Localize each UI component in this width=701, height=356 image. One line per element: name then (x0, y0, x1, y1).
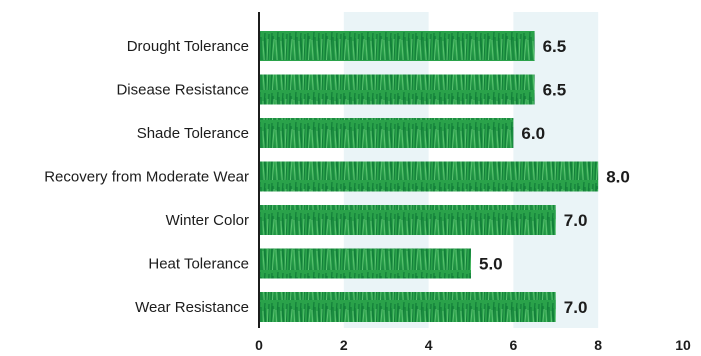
category-label: Drought Tolerance (127, 38, 249, 55)
value-label: 5.0 (479, 255, 503, 274)
bar (260, 118, 514, 148)
value-label: 7.0 (564, 298, 588, 317)
value-label: 6.5 (543, 81, 567, 100)
category-labels: Drought Tolerance Disease Resistance Shade… (44, 38, 249, 316)
x-tick-label: 6 (510, 337, 518, 353)
bar (260, 31, 535, 61)
value-labels: 6.5 6.5 6.0 8.0 7.0 5.0 7.0 (479, 37, 630, 317)
bar (260, 292, 556, 322)
category-label: Recovery from Moderate Wear (44, 169, 249, 186)
x-tick-label: 4 (425, 337, 433, 353)
x-tick-label: 10 (675, 337, 691, 353)
value-label: 8.0 (606, 168, 630, 187)
bar (260, 248, 471, 279)
bars (260, 31, 599, 322)
bar (260, 161, 599, 192)
category-label: Heat Tolerance (148, 256, 249, 273)
x-tick-label: 8 (594, 337, 602, 353)
x-tick-labels: 0 2 4 6 8 10 (255, 337, 691, 353)
x-tick-label: 2 (340, 337, 348, 353)
bar (260, 205, 556, 235)
value-label: 7.0 (564, 211, 588, 230)
category-label: Wear Resistance (135, 299, 249, 316)
category-label: Shade Tolerance (137, 125, 249, 142)
category-label: Disease Resistance (116, 82, 249, 99)
x-tick-label: 0 (255, 337, 263, 353)
value-label: 6.0 (521, 124, 545, 143)
bar (260, 74, 535, 105)
category-label: Winter Color (166, 212, 249, 229)
value-label: 6.5 (543, 37, 567, 56)
